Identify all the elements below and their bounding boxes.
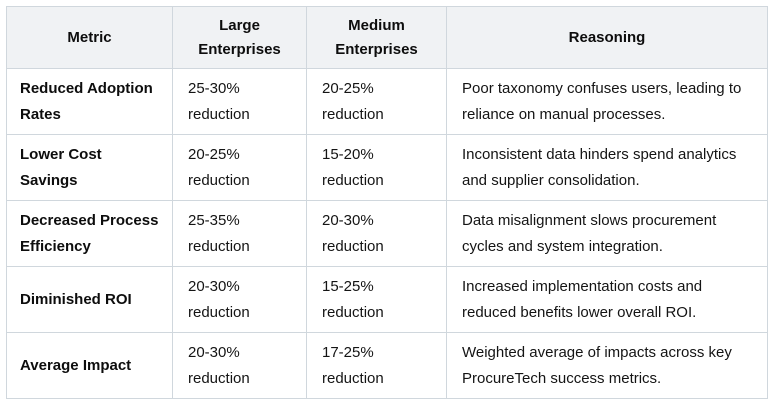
metric-cell: Diminished ROI (6, 266, 173, 333)
reasoning-cell: Poor taxonomy confuses users, leading to… (446, 68, 768, 135)
metric-cell: Average Impact (6, 332, 173, 399)
reasoning-cell: Weighted average of impacts across key P… (446, 332, 768, 399)
metric-cell: Lower Cost Savings (6, 134, 173, 201)
table-row: Diminished ROI 20-30% reduction 15-25% r… (6, 266, 768, 333)
col-header-metric: Metric (6, 6, 173, 69)
reasoning-cell: Inconsistent data hinders spend analytic… (446, 134, 768, 201)
col-header-large-enterprises: Large Enterprises (172, 6, 307, 69)
large-enterprises-cell: 25-30% reduction (172, 68, 307, 135)
large-enterprises-cell: 25-35% reduction (172, 200, 307, 267)
large-enterprises-cell: 20-30% reduction (172, 266, 307, 333)
table-row: Reduced Adoption Rates 25-30% reduction … (6, 68, 768, 135)
table-row: Average Impact 20-30% reduction 17-25% r… (6, 332, 768, 399)
reasoning-cell: Data misalignment slows procurement cycl… (446, 200, 768, 267)
header-row: Metric Large Enterprises Medium Enterpri… (6, 6, 768, 69)
medium-enterprises-cell: 20-25% reduction (306, 68, 447, 135)
impact-table: Metric Large Enterprises Medium Enterpri… (6, 6, 768, 399)
reasoning-cell: Increased implementation costs and reduc… (446, 266, 768, 333)
col-header-medium-enterprises: Medium Enterprises (306, 6, 447, 69)
medium-enterprises-cell: 17-25% reduction (306, 332, 447, 399)
metric-cell: Decreased Process Efficiency (6, 200, 173, 267)
col-header-reasoning: Reasoning (446, 6, 768, 69)
medium-enterprises-cell: 20-30% reduction (306, 200, 447, 267)
large-enterprises-cell: 20-30% reduction (172, 332, 307, 399)
table-row: Decreased Process Efficiency 25-35% redu… (6, 200, 768, 267)
medium-enterprises-cell: 15-20% reduction (306, 134, 447, 201)
large-enterprises-cell: 20-25% reduction (172, 134, 307, 201)
medium-enterprises-cell: 15-25% reduction (306, 266, 447, 333)
metric-cell: Reduced Adoption Rates (6, 68, 173, 135)
table-row: Lower Cost Savings 20-25% reduction 15-2… (6, 134, 768, 201)
